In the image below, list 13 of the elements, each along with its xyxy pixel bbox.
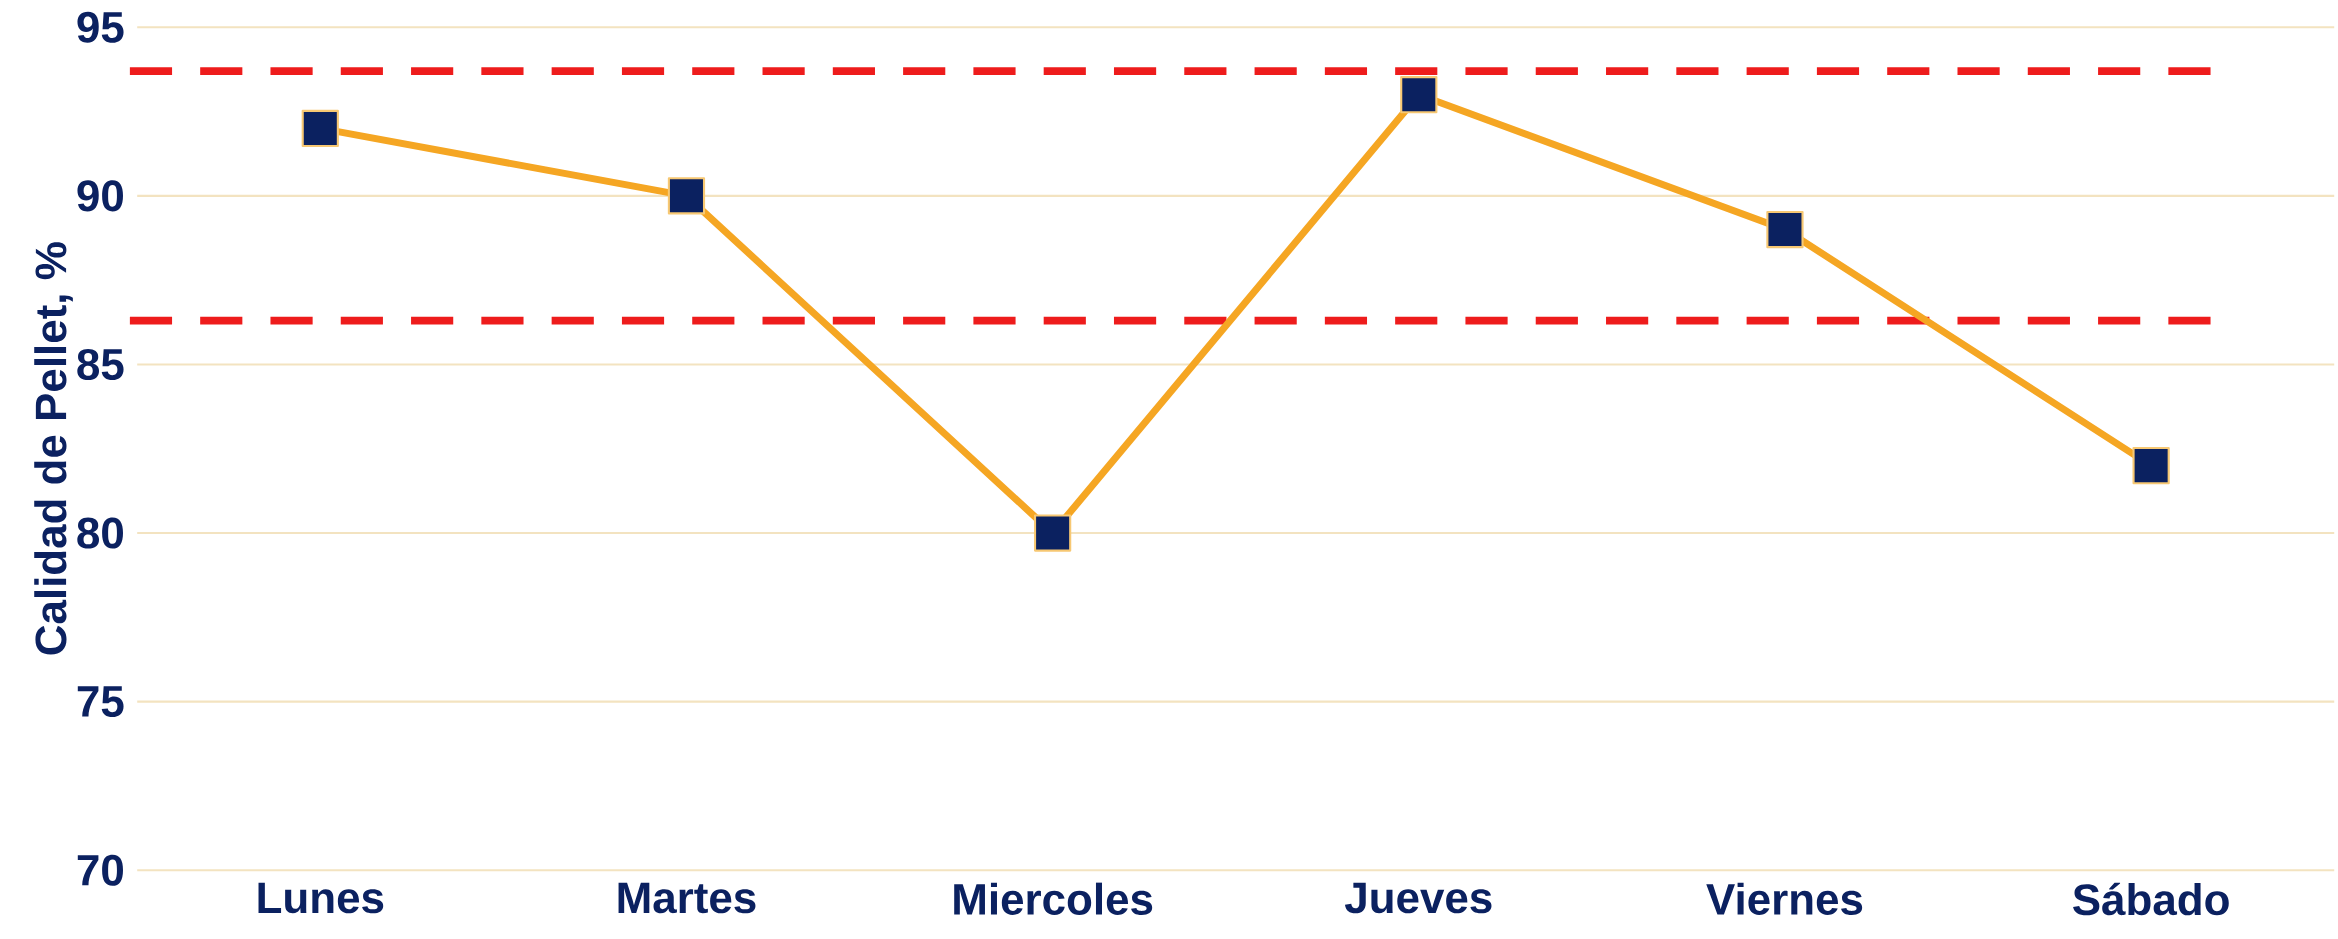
y-tick-label: 75 [77, 686, 124, 718]
x-tick-label: Viernes [1706, 882, 1863, 916]
x-tick-label: Sábado [2073, 882, 2229, 916]
y-axis-title: Calidad de Pellet, % [34, 242, 73, 655]
x-tick-label: Martes [618, 882, 756, 914]
y-tick-label: 95 [77, 11, 124, 43]
x-tick-label: Miercoles [954, 882, 1153, 916]
y-tick-label: 80 [77, 517, 123, 549]
y-tick-label: 90 [77, 180, 123, 212]
x-tick-label: Jueves [1344, 882, 1492, 914]
y-tick-label: 70 [77, 854, 123, 886]
x-tick-label: Lunes [258, 882, 384, 914]
y-tick-label: 85 [77, 349, 124, 381]
